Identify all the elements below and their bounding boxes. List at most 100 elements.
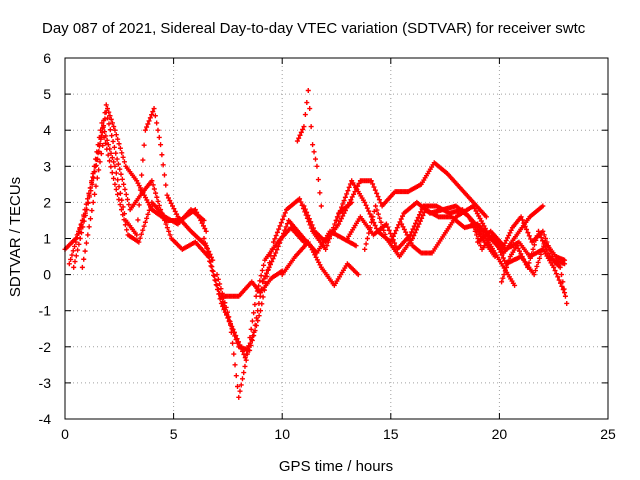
y-tick-label: 0 <box>43 267 51 283</box>
data-point <box>108 116 114 122</box>
y-tick-label: -3 <box>39 375 52 391</box>
data-point <box>120 212 126 218</box>
data-point <box>111 144 117 150</box>
data-point <box>468 217 474 223</box>
data-point <box>203 228 209 234</box>
data-point <box>317 262 323 268</box>
data-point <box>109 120 115 126</box>
data-point <box>345 188 351 194</box>
data-point <box>364 236 370 241</box>
data-point <box>111 159 117 165</box>
data-point <box>99 120 105 126</box>
data-point <box>251 310 257 316</box>
data-point <box>538 235 544 241</box>
data-point <box>564 300 570 306</box>
data-point <box>561 286 567 292</box>
data-point <box>336 221 342 227</box>
data-point <box>274 247 280 253</box>
data-point <box>501 243 507 249</box>
data-point <box>410 226 416 232</box>
data-point <box>123 191 129 197</box>
data-point <box>381 227 387 233</box>
data-point <box>88 216 94 222</box>
data-point <box>92 191 98 197</box>
data-point <box>124 227 130 233</box>
data-point <box>309 222 315 228</box>
data-point <box>101 134 107 140</box>
data-point <box>90 199 96 205</box>
data-point <box>102 140 108 146</box>
data-point <box>79 264 85 270</box>
data-point <box>106 121 112 127</box>
data-point <box>275 243 281 249</box>
data-point <box>150 109 156 115</box>
x-tick-label: 20 <box>492 426 508 442</box>
data-point <box>492 238 498 244</box>
data-point <box>236 394 242 400</box>
data-point <box>170 203 176 209</box>
data-point <box>158 142 164 148</box>
data-point <box>241 370 247 376</box>
y-tick-label: -4 <box>39 411 52 427</box>
data-point <box>334 217 339 223</box>
data-point <box>376 197 382 203</box>
data-point <box>344 205 350 211</box>
data-point <box>266 264 272 270</box>
data-point <box>362 246 368 252</box>
y-tick-label: 5 <box>43 86 51 102</box>
data-point <box>557 264 563 270</box>
data-point <box>233 373 239 379</box>
data-point <box>526 260 532 266</box>
data-point <box>260 294 266 300</box>
data-point <box>119 176 125 182</box>
data-point <box>253 293 259 299</box>
x-tick-label: 5 <box>170 426 178 442</box>
data-point <box>367 225 373 231</box>
data-point <box>213 282 219 288</box>
data-point <box>283 224 289 230</box>
data-point <box>363 241 369 247</box>
data-point <box>141 223 147 229</box>
data-point <box>116 184 122 190</box>
data-point <box>125 197 131 203</box>
data-point <box>146 207 152 213</box>
data-point <box>414 217 420 223</box>
data-point <box>372 223 378 229</box>
data-point <box>150 182 156 188</box>
data-point <box>98 127 104 133</box>
data-point <box>111 124 117 130</box>
data-point <box>310 225 316 231</box>
data-point <box>500 275 506 281</box>
data-point <box>356 180 362 186</box>
data-point <box>474 232 480 238</box>
data-point <box>107 127 113 133</box>
data-point <box>374 190 380 196</box>
data-point <box>301 124 307 130</box>
data-point <box>351 191 357 197</box>
data-point <box>315 177 321 183</box>
data-point <box>258 273 264 279</box>
data-point <box>112 181 118 187</box>
data-point <box>337 208 343 214</box>
data-point <box>272 236 278 242</box>
data-point <box>135 217 141 223</box>
data-point <box>145 211 151 217</box>
data-point <box>416 221 422 227</box>
data-point <box>235 384 241 390</box>
data-point <box>282 210 288 216</box>
x-tick-label: 10 <box>274 426 290 442</box>
data-point <box>273 250 279 256</box>
data-point <box>201 236 207 241</box>
data-point <box>420 212 426 218</box>
data-point <box>117 166 123 172</box>
data-point <box>370 181 376 187</box>
data-point <box>211 272 217 278</box>
data-point <box>98 151 104 157</box>
data-point <box>540 228 546 234</box>
data-point <box>114 156 120 162</box>
data-point <box>300 126 306 132</box>
data-point <box>230 340 236 346</box>
data-point <box>341 198 347 204</box>
data-point <box>141 142 147 148</box>
data-point <box>342 208 348 214</box>
